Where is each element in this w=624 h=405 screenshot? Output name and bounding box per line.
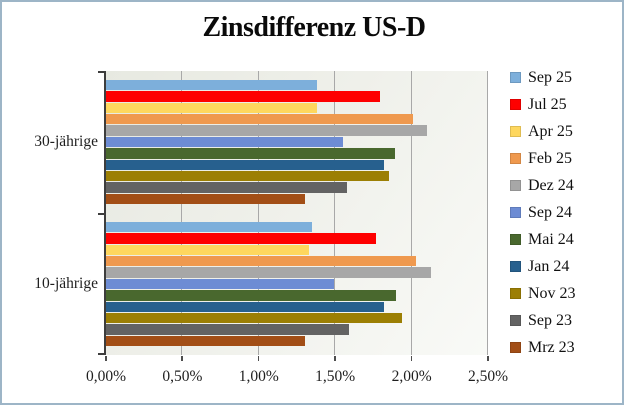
bar-jul-25-30-jährige: [106, 91, 380, 102]
legend-item-sep-24: Sep 24: [510, 203, 576, 222]
x-axis-label-1,50%: 1,50%: [315, 368, 356, 385]
bar-sep-25-30-jährige: [106, 79, 317, 91]
bar-feb-25-10-jährige: [106, 256, 417, 267]
legend-swatch-jul-25: [510, 99, 521, 110]
legend-item-sep-23: Sep 23: [510, 311, 576, 330]
legend-label-jan-24: Jan 24: [528, 258, 570, 275]
y-axis-line: [104, 71, 106, 355]
bar-jan-24-10-jährige: [106, 301, 385, 312]
legend-swatch-feb-25: [510, 153, 521, 164]
legend-label-sep-23: Sep 23: [528, 312, 572, 329]
legend-label-feb-25: Feb 25: [528, 150, 572, 167]
bar-sep-23-30-jährige: [106, 182, 348, 193]
legend-swatch-mrz-23: [510, 342, 521, 353]
plot-area: [98, 71, 489, 361]
legend-swatch-jan-24: [510, 261, 521, 272]
x-axis-tick-2,00%: [410, 356, 413, 361]
legend-swatch-sep-23: [510, 315, 521, 326]
x-axis-tick-0,00%: [105, 356, 107, 361]
bar-mrz-23-10-jährige: [106, 335, 305, 347]
bar-sep-24-10-jährige: [106, 278, 334, 290]
legend-swatch-sep-24: [510, 207, 521, 218]
legend-label-mai-24: Mai 24: [528, 231, 574, 248]
legend-label-apr-25: Apr 25: [528, 123, 573, 140]
chart-title: Zinsdifferenz US-D: [202, 12, 426, 43]
x-axis-label-0,50%: 0,50%: [162, 368, 203, 385]
bar-nov-23-30-jährige: [106, 170, 389, 182]
bar-jan-24-30-jährige: [106, 159, 385, 170]
x-axis-tick-1,00%: [257, 356, 260, 361]
y-axis-tick-1: [98, 213, 104, 215]
x-axis-label-1,00%: 1,00%: [238, 368, 279, 385]
legend-swatch-dez-24: [510, 180, 521, 191]
legend-swatch-apr-25: [510, 126, 521, 137]
gridline-1,00%: [257, 71, 259, 355]
gridline-2,50%: [487, 71, 488, 355]
category-label-10-jährige: 10-jährige: [34, 275, 98, 292]
bar-group-10-jährige: [106, 213, 488, 355]
bar-apr-25-10-jährige: [106, 244, 310, 256]
gridline-1,50%: [334, 71, 336, 355]
bar-dez-24-10-jährige: [106, 267, 432, 278]
legend-item-mai-24: Mai 24: [510, 230, 576, 249]
bar-dez-24-30-jährige: [106, 125, 427, 136]
legend-label-sep-25: Sep 25: [528, 69, 572, 86]
legend-label-sep-24: Sep 24: [528, 204, 572, 221]
legend-label-mrz-23: Mrz 23: [528, 339, 575, 356]
x-axis-label-2,50%: 2,50%: [467, 368, 509, 385]
bar-feb-25-30-jährige: [106, 114, 414, 125]
legend-label-dez-24: Dez 24: [528, 177, 574, 194]
legend: Sep 25 Jul 25 Apr 25 Feb 25 Dez 24 Sep 24 Mai …: [510, 68, 576, 357]
x-axis-tick-2,50%: [487, 356, 489, 361]
legend-swatch-nov-23: [510, 288, 521, 299]
category-label-30-jährige: 30-jährige: [34, 133, 98, 150]
bar-apr-25-30-jährige: [106, 102, 317, 114]
bar-mrz-23-30-jährige: [106, 193, 305, 205]
gridline-2,00%: [410, 71, 412, 355]
bar-jul-25-10-jährige: [106, 233, 377, 244]
gridline-0,50%: [181, 71, 183, 355]
bar-sep-25-10-jährige: [106, 221, 313, 233]
bar-mai-24-30-jährige: [106, 148, 395, 159]
bar-mai-24-10-jährige: [106, 290, 397, 301]
bar-sep-23-10-jährige: [106, 324, 349, 335]
legend-item-sep-25: Sep 25: [510, 68, 576, 87]
legend-item-apr-25: Apr 25: [510, 122, 576, 141]
y-axis-tick-2: [98, 353, 104, 355]
legend-label-jul-25: Jul 25: [528, 96, 567, 113]
x-axis-label-2,00%: 2,00%: [391, 368, 432, 385]
x-axis-tick-0,50%: [181, 356, 183, 361]
x-axis-label-0,00%: 0,00%: [85, 368, 127, 385]
legend-item-jul-25: Jul 25: [510, 95, 576, 114]
legend-swatch-mai-24: [510, 234, 521, 245]
x-axis-tick-1,50%: [334, 356, 336, 361]
y-axis-tick-0: [98, 71, 104, 73]
legend-label-nov-23: Nov 23: [528, 285, 576, 302]
legend-item-mrz-23: Mrz 23: [510, 338, 576, 357]
legend-item-feb-25: Feb 25: [510, 149, 576, 168]
legend-swatch-sep-25: [510, 72, 521, 83]
value-axis-labels: 0,00% 0,50% 1,00% 1,50% 2,00% 2,50%: [86, 368, 508, 390]
legend-item-nov-23: Nov 23: [510, 284, 576, 303]
legend-item-jan-24: Jan 24: [510, 257, 576, 276]
bar-sep-24-30-jährige: [106, 136, 343, 148]
legend-item-dez-24: Dez 24: [510, 176, 576, 195]
bar-nov-23-10-jährige: [106, 312, 403, 324]
bar-group-30-jährige: [106, 71, 488, 213]
